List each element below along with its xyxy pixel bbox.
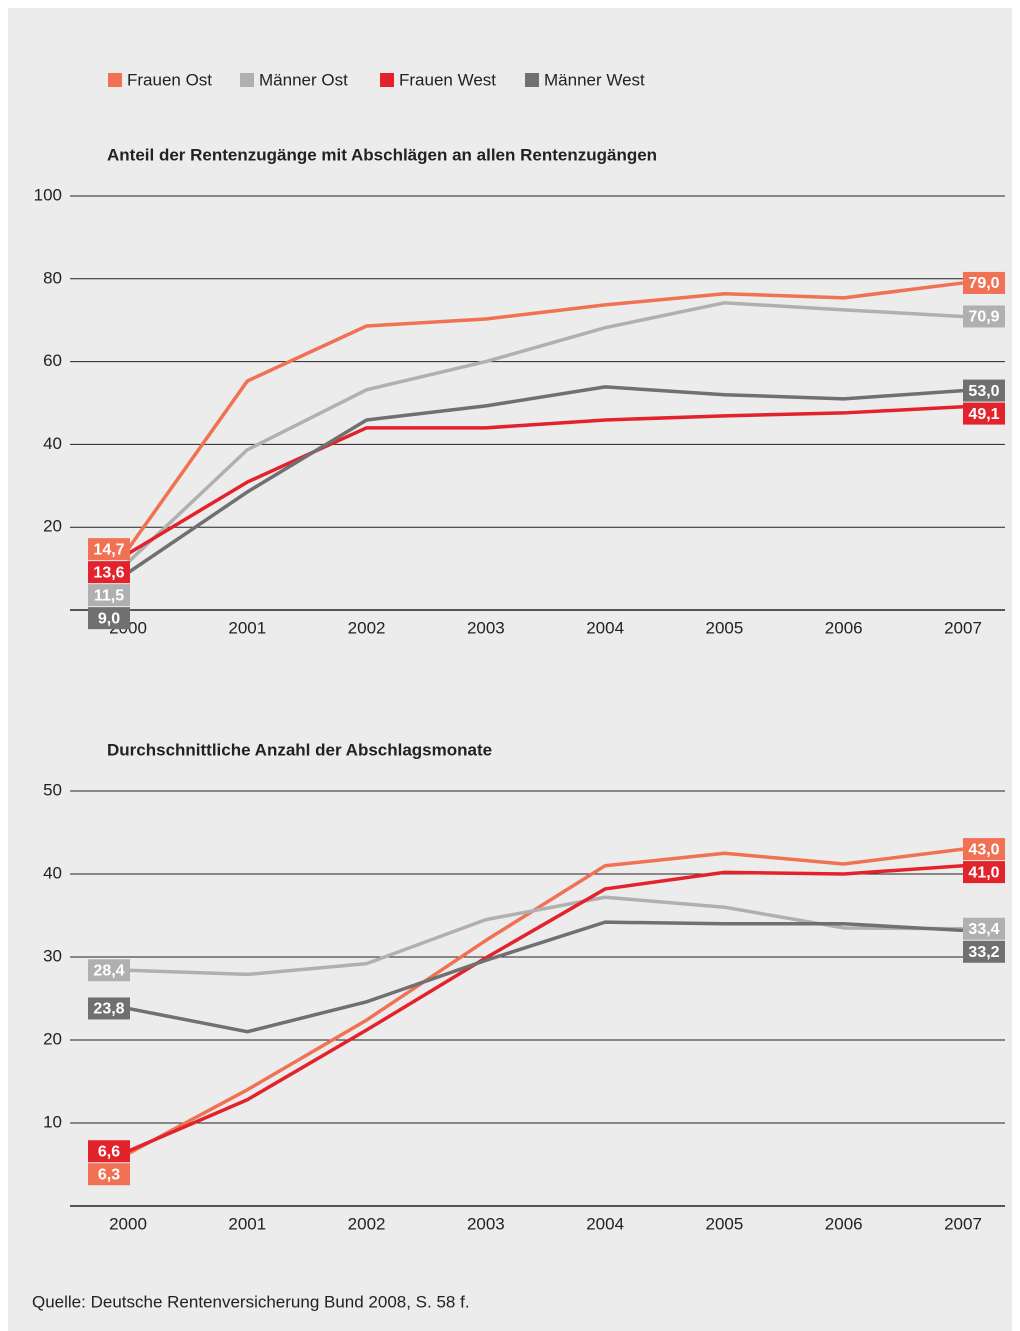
value-label-box bbox=[88, 607, 130, 630]
value-label-box bbox=[963, 838, 1005, 861]
value-label-box bbox=[963, 402, 1005, 425]
y-tick-label: 40 bbox=[43, 863, 62, 882]
value-label-box bbox=[88, 584, 130, 607]
value-label-box bbox=[963, 861, 1005, 884]
legend-label: Frauen Ost bbox=[127, 70, 212, 89]
y-tick-label: 20 bbox=[43, 1029, 62, 1048]
legend-label: Männer West bbox=[544, 70, 645, 89]
x-tick-label: 2002 bbox=[348, 1214, 386, 1233]
chart-title: Durchschnittliche Anzahl der Abschlagsmo… bbox=[107, 740, 492, 759]
value-label-box bbox=[88, 1140, 130, 1163]
x-tick-label: 2004 bbox=[586, 1214, 624, 1233]
x-tick-label: 2006 bbox=[825, 618, 863, 637]
value-label: 9,0 bbox=[98, 610, 120, 627]
legend-swatch bbox=[525, 73, 539, 87]
legend-label: Frauen West bbox=[399, 70, 496, 89]
x-tick-label: 2007 bbox=[944, 1214, 982, 1233]
value-label-box bbox=[88, 561, 130, 584]
legend-label: Männer Ost bbox=[259, 70, 348, 89]
y-tick-label: 80 bbox=[43, 268, 62, 287]
y-tick-label: 10 bbox=[43, 1112, 62, 1131]
value-label-box bbox=[88, 997, 130, 1020]
value-label: 33,4 bbox=[968, 921, 999, 938]
value-label: 43,0 bbox=[968, 841, 999, 858]
value-label: 14,7 bbox=[93, 541, 124, 558]
value-label-box bbox=[88, 1163, 130, 1186]
value-label-box bbox=[963, 305, 1005, 328]
value-label-box bbox=[963, 379, 1005, 402]
y-tick-label: 30 bbox=[43, 946, 62, 965]
x-tick-label: 2005 bbox=[706, 618, 744, 637]
value-label: 79,0 bbox=[968, 275, 999, 292]
value-label-box bbox=[963, 271, 1005, 294]
legend-swatch bbox=[380, 73, 394, 87]
value-label: 13,6 bbox=[93, 564, 124, 581]
x-tick-label: 2000 bbox=[109, 1214, 147, 1233]
value-label: 53,0 bbox=[968, 383, 999, 400]
value-label-box bbox=[963, 940, 1005, 963]
y-tick-label: 20 bbox=[43, 517, 62, 536]
value-label: 28,4 bbox=[93, 962, 124, 979]
series-line bbox=[126, 301, 964, 564]
series-line bbox=[127, 847, 964, 1156]
value-label: 41,0 bbox=[968, 864, 999, 881]
x-tick-label: 2005 bbox=[706, 1214, 744, 1233]
series-line bbox=[127, 920, 964, 1034]
value-label-box bbox=[963, 917, 1005, 940]
value-label: 49,1 bbox=[968, 406, 999, 423]
source: Quelle: Deutsche Rentenversicherung Bund… bbox=[32, 1292, 470, 1311]
series-line bbox=[127, 404, 964, 556]
legend-swatch bbox=[108, 73, 122, 87]
value-label: 33,2 bbox=[968, 944, 999, 961]
value-label-box bbox=[88, 538, 130, 561]
x-tick-label: 2006 bbox=[825, 1214, 863, 1233]
legend-swatch bbox=[240, 73, 254, 87]
value-label: 6,6 bbox=[98, 1143, 120, 1160]
panel bbox=[8, 8, 1012, 1331]
x-tick-label: 2001 bbox=[228, 618, 266, 637]
x-tick-label: 2004 bbox=[586, 618, 624, 637]
y-tick-label: 50 bbox=[43, 780, 62, 799]
value-label: 6,3 bbox=[98, 1166, 120, 1183]
y-tick-label: 40 bbox=[43, 434, 62, 453]
chart-title: Anteil der Rentenzugänge mit Abschlägen … bbox=[107, 145, 657, 164]
x-tick-label: 2007 bbox=[944, 618, 982, 637]
x-tick-label: 2001 bbox=[228, 1214, 266, 1233]
value-label: 23,8 bbox=[93, 1001, 124, 1018]
series-line bbox=[126, 281, 964, 551]
x-tick-label: 2002 bbox=[348, 618, 386, 637]
x-tick-label: 2003 bbox=[467, 1214, 505, 1233]
series-line bbox=[127, 863, 964, 1153]
y-tick-label: 60 bbox=[43, 351, 62, 370]
x-tick-label: 2003 bbox=[467, 618, 505, 637]
value-label: 11,5 bbox=[94, 587, 124, 604]
series-line bbox=[127, 385, 964, 575]
value-label-box bbox=[88, 959, 130, 982]
y-tick-label: 100 bbox=[34, 185, 62, 204]
value-label: 70,9 bbox=[968, 309, 999, 326]
